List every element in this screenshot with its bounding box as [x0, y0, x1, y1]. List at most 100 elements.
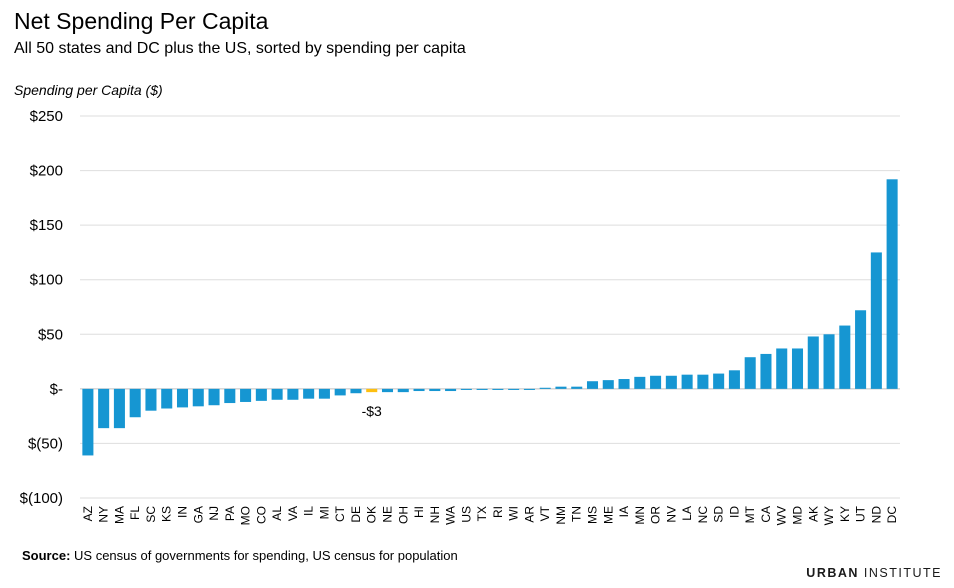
y-tick-label: $-	[50, 381, 63, 398]
bar-ca	[760, 353, 772, 389]
y-tick-label: $100	[30, 272, 63, 289]
y-axis-label: Spending per Capita ($)	[14, 82, 163, 98]
bar-vt	[539, 387, 551, 389]
x-tick-label-co: CO	[254, 506, 268, 524]
x-tick-label-ar: AR	[522, 506, 536, 523]
bar-or	[650, 375, 662, 389]
x-tick-label-fl: FL	[128, 506, 142, 520]
x-tick-label-ks: KS	[160, 506, 174, 522]
bar-me	[602, 380, 614, 389]
bar-ut	[855, 310, 867, 389]
bar-tn	[571, 386, 583, 389]
bar-nm	[555, 386, 567, 389]
bar-ar	[523, 388, 535, 390]
x-tick-label-or: OR	[649, 506, 663, 524]
bar-nc	[697, 374, 709, 389]
x-tick-label-ne: NE	[381, 506, 395, 523]
x-tick-label-vt: VT	[538, 505, 552, 521]
x-tick-label-dc: DC	[885, 506, 899, 524]
x-tick-label-va: VA	[286, 506, 300, 521]
bar-hi	[413, 388, 425, 392]
x-tick-label-tx: TX	[475, 506, 489, 521]
x-tick-label-oh: OH	[396, 506, 410, 524]
bar-nv	[665, 375, 677, 389]
bar-ma	[113, 388, 125, 429]
bar-co	[255, 388, 267, 401]
bar-il	[303, 388, 315, 399]
x-tick-label-ca: CA	[759, 506, 773, 523]
x-tick-label-ny: NY	[97, 506, 111, 523]
bar-ky	[839, 325, 851, 389]
x-tick-label-de: DE	[349, 506, 363, 523]
x-tick-label-us: US	[459, 506, 473, 523]
brand-logo: URBAN INSTITUTE	[806, 566, 942, 580]
bar-md	[791, 348, 804, 389]
x-tick-label-al: AL	[270, 506, 284, 521]
bar-la	[681, 374, 693, 389]
x-tick-label-az: AZ	[81, 506, 95, 521]
x-tick-label-sd: SD	[712, 506, 726, 523]
x-tick-label-nv: NV	[664, 506, 678, 523]
bar-ak	[807, 336, 819, 389]
x-tick-label-nm: NM	[554, 506, 568, 525]
bar-oh	[397, 388, 409, 393]
y-tick-label: $(100)	[20, 490, 63, 507]
y-tick-label: $250	[30, 108, 63, 125]
x-tick-label-mt: MT	[743, 505, 757, 523]
x-tick-label-wi: WI	[507, 506, 521, 521]
x-tick-label-tn: TN	[570, 506, 584, 522]
x-tick-label-nh: NH	[428, 506, 442, 523]
x-tick-label-ak: AK	[806, 506, 820, 522]
x-tick-labels: AZ NY MA FL SC KS IN GA NJ PA MO CO AL VA IL MI CT DE OK NE…	[81, 505, 899, 525]
x-tick-label-ct: CT	[333, 505, 347, 522]
x-tick-label-nc: NC	[696, 506, 710, 524]
x-tick-label-ia: IA	[617, 506, 631, 517]
x-tick-label-wv: WV	[775, 506, 789, 525]
bar-ga	[192, 388, 204, 407]
x-tick-label-in: IN	[176, 506, 190, 518]
y-tick-label: $200	[30, 163, 63, 180]
source-text: US census of governments for spending, U…	[70, 548, 458, 563]
bar-ia	[618, 379, 630, 389]
x-tick-label-mo: MO	[239, 506, 253, 525]
x-tick-label-me: ME	[601, 506, 615, 524]
x-tick-label-ma: MA	[112, 506, 126, 524]
bar-wi	[508, 388, 520, 390]
brand-bold: URBAN	[806, 566, 859, 580]
bar-ms	[586, 381, 599, 389]
bar-us	[460, 388, 472, 390]
bar-sd	[713, 373, 725, 389]
bar-ne	[381, 388, 394, 393]
bar-mn	[634, 376, 646, 389]
bar-nd	[870, 252, 882, 389]
x-tick-label-md: MD	[791, 506, 805, 525]
x-tick-label-mi: MI	[317, 506, 331, 519]
bar-nh	[429, 388, 441, 392]
bar-va	[287, 388, 299, 400]
chart-title: Net Spending Per Capita	[14, 8, 269, 34]
y-tick-labels: $(100) $(50) $- $50 $100 $150 $200 $250	[20, 108, 63, 507]
x-tick-label-hi: HI	[412, 506, 426, 518]
x-tick-label-nd: ND	[869, 506, 883, 524]
bar-in	[176, 388, 189, 408]
bar-wv	[776, 348, 788, 389]
bar-pa	[224, 388, 236, 404]
x-tick-label-mn: MN	[633, 506, 647, 525]
x-tick-label-wy: WY	[822, 506, 836, 525]
x-tick-label-ms: MS	[586, 506, 600, 524]
x-tick-label-ri: RI	[491, 506, 505, 518]
bar-de	[350, 388, 362, 394]
bar-nj	[208, 388, 220, 406]
x-tick-label-ga: GA	[191, 506, 205, 523]
bar-ri	[492, 388, 504, 390]
x-tick-label-sc: SC	[144, 506, 158, 523]
bar-tx	[476, 388, 488, 390]
bar-az	[82, 388, 94, 456]
bar-ks	[161, 388, 173, 409]
chart-subtitle: All 50 states and DC plus the US, sorted…	[14, 40, 466, 57]
bar-mo	[240, 388, 252, 402]
bar-fl	[129, 388, 141, 418]
bar-mt	[744, 357, 756, 389]
x-tick-label-ok: OK	[365, 506, 379, 523]
highlight-data-label: -$3	[362, 403, 382, 419]
